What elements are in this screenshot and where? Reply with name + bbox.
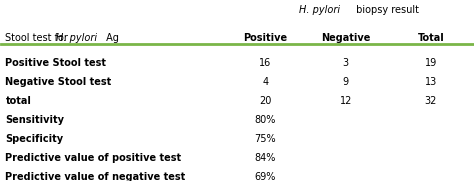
Text: Ag: Ag bbox=[103, 33, 118, 43]
Text: Positive Stool test: Positive Stool test bbox=[5, 58, 107, 68]
Text: 4: 4 bbox=[262, 77, 268, 87]
Text: 16: 16 bbox=[259, 58, 272, 68]
Text: 80%: 80% bbox=[255, 115, 276, 125]
Text: total: total bbox=[5, 96, 31, 106]
Text: Specificity: Specificity bbox=[5, 134, 64, 144]
Text: 13: 13 bbox=[425, 77, 437, 87]
Text: 3: 3 bbox=[343, 58, 349, 68]
Text: Stool test for: Stool test for bbox=[5, 33, 72, 43]
Text: Total: Total bbox=[418, 33, 444, 43]
Text: 19: 19 bbox=[425, 58, 437, 68]
Text: 75%: 75% bbox=[255, 134, 276, 144]
Text: 20: 20 bbox=[259, 96, 272, 106]
Text: biopsy result: biopsy result bbox=[353, 5, 419, 16]
Text: Predictive value of negative test: Predictive value of negative test bbox=[5, 172, 186, 181]
Text: Negative: Negative bbox=[321, 33, 370, 43]
Text: Negative Stool test: Negative Stool test bbox=[5, 77, 112, 87]
Text: 12: 12 bbox=[339, 96, 352, 106]
Text: Predictive value of positive test: Predictive value of positive test bbox=[5, 153, 182, 163]
Text: 9: 9 bbox=[343, 77, 349, 87]
Text: 84%: 84% bbox=[255, 153, 276, 163]
Text: H. pylori: H. pylori bbox=[56, 33, 98, 43]
Text: 69%: 69% bbox=[255, 172, 276, 181]
Text: 32: 32 bbox=[425, 96, 437, 106]
Text: Sensitivity: Sensitivity bbox=[5, 115, 64, 125]
Text: Positive: Positive bbox=[243, 33, 287, 43]
Text: H. pylori: H. pylori bbox=[299, 5, 340, 16]
